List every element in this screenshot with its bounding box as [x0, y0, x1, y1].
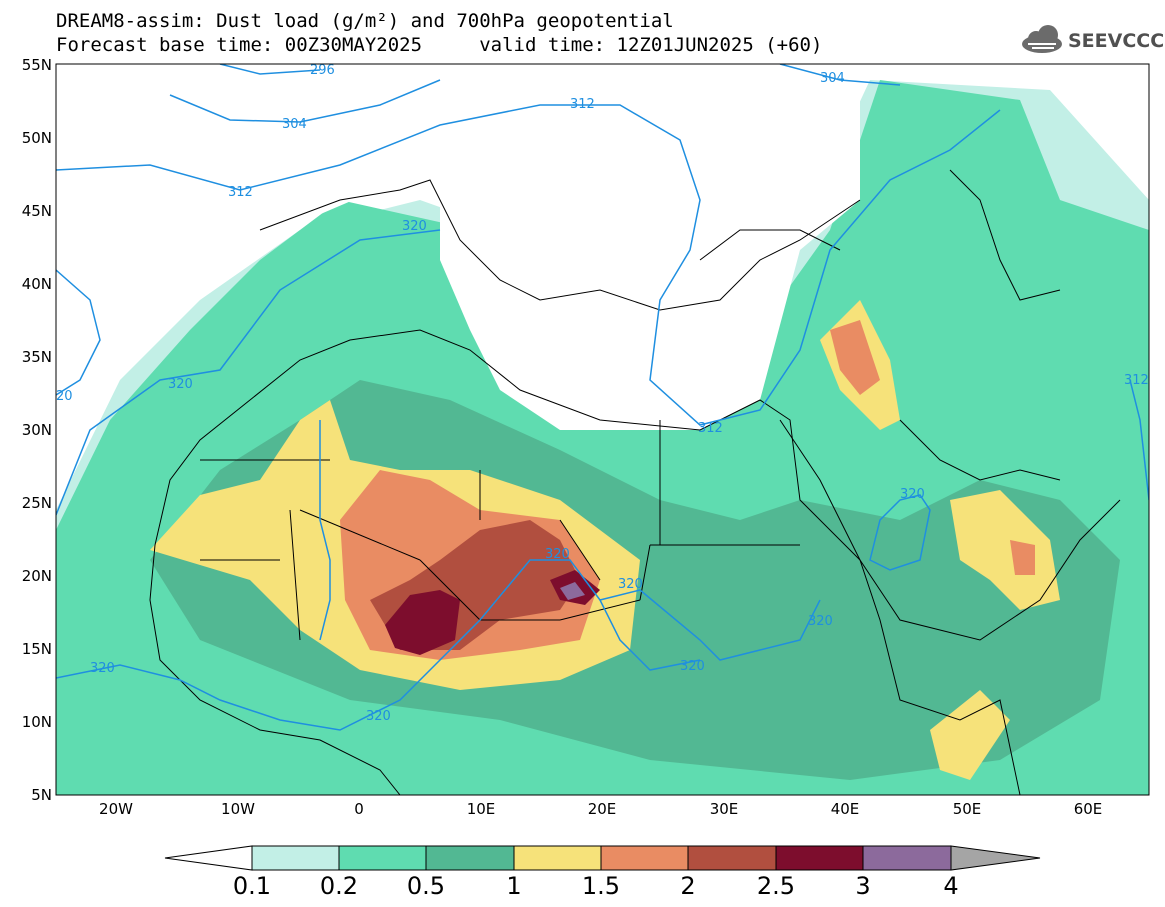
colorbar-label: 3: [855, 872, 871, 900]
lon-label: 40E: [830, 800, 860, 818]
colorbar: [164, 845, 1041, 871]
contour-label-304: 304: [282, 117, 307, 132]
colorbar-max-arrow: [950, 845, 1041, 871]
coastline-europe: [259, 179, 861, 311]
clean-air-region: [440, 64, 860, 430]
coastline-gulf: [899, 419, 1061, 481]
clean-air-region-west: [56, 64, 420, 420]
lon-label: 20E: [587, 800, 617, 818]
lat-label: 55N: [21, 56, 52, 74]
contour-label-320h: 320: [680, 659, 705, 674]
cloud-icon: [1022, 25, 1062, 53]
lat-label: 35N: [21, 348, 52, 366]
contour-label-304b: 304: [820, 71, 845, 86]
contour-label-20: 20: [56, 389, 73, 404]
lon-label: 10E: [466, 800, 496, 818]
colorbar-segment-1.5: [600, 845, 689, 871]
contour-line-320-sahel: [56, 559, 821, 731]
coastline-black-sea: [699, 229, 841, 261]
colorbar-label: 2.5: [756, 872, 796, 900]
lon-label: 20W: [99, 800, 133, 818]
contour-label-320f: 320: [808, 614, 833, 629]
colorbar-segment-1: [513, 845, 602, 871]
dust-region-1-somalia: [930, 690, 1010, 780]
lon-label: 50E: [952, 800, 982, 818]
dust-region-1-arabia: [950, 490, 1060, 610]
contour-line-312: [56, 104, 1001, 426]
lon-label: 30E: [709, 800, 739, 818]
lat-label: 20N: [21, 567, 52, 585]
contour-label-320g: 320: [90, 661, 115, 676]
colorbar-segment-0.2: [338, 845, 427, 871]
colorbar-label: 1.5: [581, 872, 621, 900]
contour-line-320-west: [56, 269, 101, 396]
contour-label-312: 312: [228, 185, 253, 200]
colorbar-label: 1: [506, 872, 522, 900]
border-lines: [200, 420, 800, 641]
colorbar-label: 2: [680, 872, 696, 900]
contour-line-320: [56, 229, 441, 516]
colorbar-segment-0.5: [425, 845, 515, 871]
contour-label-296: 296: [310, 63, 335, 78]
contour-label-320: 320: [402, 219, 427, 234]
contour-label-320d: 320: [545, 547, 570, 562]
lat-label: 50N: [21, 129, 52, 147]
lon-label: 10W: [221, 800, 255, 818]
contour-label-312c: 312: [698, 421, 723, 436]
coastline-arabia: [779, 419, 1121, 641]
lon-label: 0: [354, 800, 364, 818]
contour-label-320b: 320: [168, 377, 193, 392]
colorbar-label: 0.2: [319, 872, 359, 900]
lat-label: 15N: [21, 640, 52, 658]
dust-region-1.5-oman: [1010, 540, 1035, 575]
logo-text: SEEVCCC: [1068, 30, 1165, 52]
colorbar-label: 0.1: [232, 872, 272, 900]
contour-line-320-sahara: [319, 420, 331, 641]
contour-label-320c: 320: [900, 487, 925, 502]
contour-line-304: [169, 79, 441, 123]
lat-label: 10N: [21, 713, 52, 731]
lat-label: 5N: [31, 786, 52, 804]
contour-line-320-africa: [599, 599, 701, 671]
coastline-africa: [154, 329, 1021, 795]
contour-label-320e: 320: [618, 577, 643, 592]
colorbar-segment-3: [862, 845, 952, 871]
contour-line-312-iran: [1129, 379, 1149, 501]
contour-line-320-arabia: [869, 494, 931, 571]
contour-line-296: [219, 64, 321, 75]
contour-label-312b: 312: [570, 97, 595, 112]
lat-label: 45N: [21, 202, 52, 220]
lat-label: 40N: [21, 275, 52, 293]
map-title-line1: DREAM8-assim: Dust load (g/m²) and 700hP…: [56, 10, 674, 32]
coastline-west-africa: [149, 544, 401, 795]
contour-label-312d: 312: [1124, 373, 1149, 388]
dust-region-3: [560, 582, 585, 600]
colorbar-label: 0.5: [406, 872, 446, 900]
lon-label: 60E: [1073, 800, 1103, 818]
colorbar-segment-2.5: [775, 845, 864, 871]
dust-region-2.5: [385, 590, 460, 655]
plot-frame: [55, 63, 1150, 796]
coastline-caspian: [949, 169, 1061, 301]
contour-label-320i: 320: [366, 709, 391, 724]
lat-label: 30N: [21, 421, 52, 439]
lat-label: 25N: [21, 494, 52, 512]
colorbar-segment-0.1: [251, 845, 340, 871]
dust-region-1.5-iraq: [830, 320, 880, 395]
map-title-line2: Forecast base time: 00Z30MAY2025 valid t…: [56, 34, 823, 56]
colorbar-segment-2: [687, 845, 777, 871]
colorbar-label: 4: [943, 872, 959, 900]
colorbar-min-arrow: [164, 845, 253, 871]
contour-line-304-east: [779, 64, 901, 86]
